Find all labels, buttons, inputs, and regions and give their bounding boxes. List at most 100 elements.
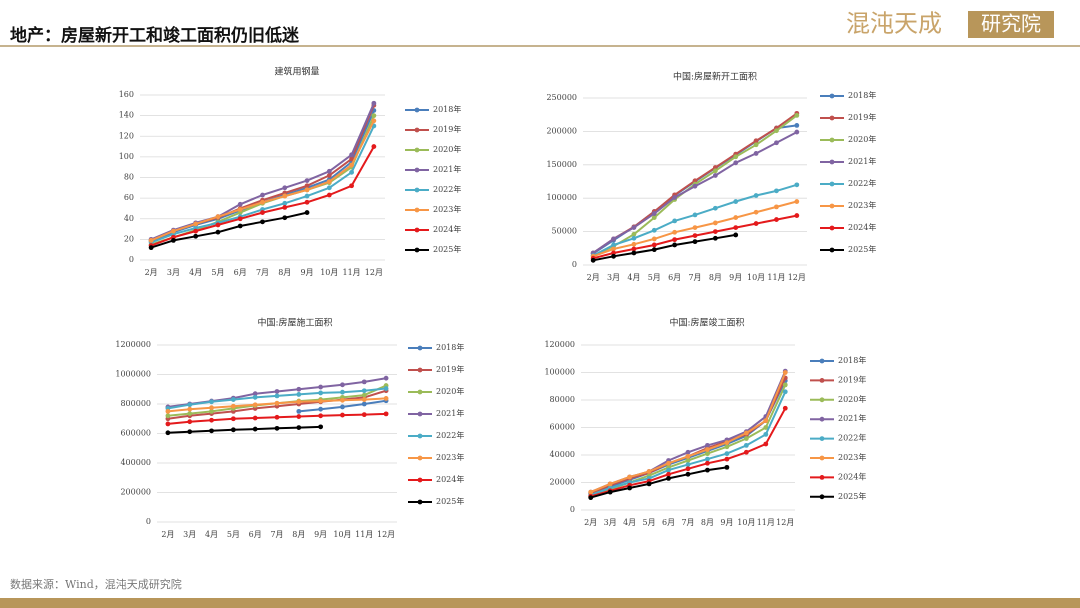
point: [705, 447, 710, 452]
x-tick-label: 8月: [278, 268, 291, 277]
point: [318, 398, 324, 404]
point: [712, 168, 718, 174]
point: [607, 489, 613, 495]
point: [692, 225, 698, 230]
legend-marker: [819, 455, 825, 461]
point: [743, 449, 749, 455]
point: [361, 401, 367, 407]
point: [753, 193, 759, 198]
point: [340, 397, 345, 403]
point: [318, 384, 324, 390]
x-tick-label: 6月: [234, 268, 247, 277]
point: [383, 386, 389, 391]
y-tick-label: 1000000: [115, 370, 151, 379]
point: [651, 247, 657, 253]
point: [705, 451, 710, 457]
point: [260, 219, 265, 225]
point: [685, 458, 691, 463]
legend-label: 2018年: [838, 355, 866, 365]
point: [230, 403, 236, 409]
point: [171, 228, 176, 234]
point: [237, 201, 243, 207]
x-tick-label: 7月: [270, 530, 283, 539]
legend-marker: [829, 247, 835, 253]
point: [712, 205, 718, 211]
legend-marker: [829, 225, 835, 231]
point: [318, 390, 324, 396]
legend-marker: [414, 107, 420, 113]
point: [782, 370, 788, 375]
legend-marker: [819, 397, 825, 403]
point: [230, 397, 236, 402]
y-tick-label: 120: [119, 131, 134, 140]
point: [712, 229, 718, 235]
point: [774, 188, 779, 194]
legend-label: 2021年: [436, 408, 464, 418]
point: [724, 464, 730, 470]
legend-label: 2020年: [436, 386, 464, 396]
legend-label: 2022年: [838, 433, 866, 443]
legend-label: 2022年: [848, 178, 876, 188]
point: [326, 173, 332, 178]
point: [631, 235, 637, 241]
y-tick-label: 800000: [120, 399, 151, 408]
point: [733, 215, 739, 220]
x-tick-label: 8月: [709, 273, 722, 282]
point: [782, 389, 788, 395]
point: [304, 178, 310, 183]
point: [794, 182, 800, 188]
y-tick-label: 100: [119, 152, 134, 161]
point: [753, 151, 759, 156]
point: [193, 228, 199, 234]
y-tick-label: 50000: [552, 227, 577, 236]
point: [326, 192, 332, 198]
point: [282, 193, 288, 199]
y-tick-label: 80: [124, 173, 134, 182]
point: [296, 408, 302, 414]
point: [193, 233, 199, 239]
y-tick-label: 20000: [550, 478, 575, 487]
point: [349, 169, 354, 175]
y-tick-label: 400000: [120, 458, 151, 467]
point: [296, 392, 302, 397]
x-tick-label: 10月: [747, 273, 765, 282]
x-tick-label: 3月: [604, 518, 617, 527]
point: [631, 225, 637, 230]
point: [774, 204, 779, 210]
point: [296, 425, 302, 430]
y-tick-label: 120000: [544, 340, 575, 349]
point: [187, 419, 193, 425]
legend-label: 2024年: [848, 222, 876, 232]
point: [753, 221, 759, 226]
point: [274, 389, 280, 394]
point: [230, 427, 236, 433]
point: [340, 382, 345, 388]
y-tick-label: 600000: [120, 429, 151, 438]
y-tick-label: 200000: [546, 126, 577, 135]
x-tick-label: 6月: [249, 530, 262, 539]
point: [705, 456, 710, 462]
x-tick-label: 7月: [688, 273, 701, 282]
x-tick-label: 10月: [737, 518, 755, 527]
point: [672, 229, 678, 235]
source-note: 数据来源：Wind，混沌天成研究院: [10, 577, 182, 591]
legend-label: 2020年: [848, 134, 876, 144]
x-tick-label: 11月: [767, 273, 785, 282]
y-tick-label: 0: [129, 255, 134, 264]
legend-label: 2018年: [436, 342, 464, 352]
point: [685, 471, 691, 477]
point: [361, 392, 367, 398]
legend-label: 2019年: [838, 374, 866, 384]
x-tick-label: 9月: [729, 273, 742, 282]
point: [685, 466, 691, 472]
point: [627, 474, 633, 480]
point: [588, 495, 594, 501]
point: [794, 112, 800, 118]
point: [588, 489, 594, 495]
legend-marker: [829, 93, 835, 99]
legend-label: 2025年: [848, 244, 876, 254]
point: [304, 187, 310, 193]
point: [274, 393, 280, 399]
point: [215, 229, 221, 235]
y-tick-label: 150000: [546, 160, 577, 169]
